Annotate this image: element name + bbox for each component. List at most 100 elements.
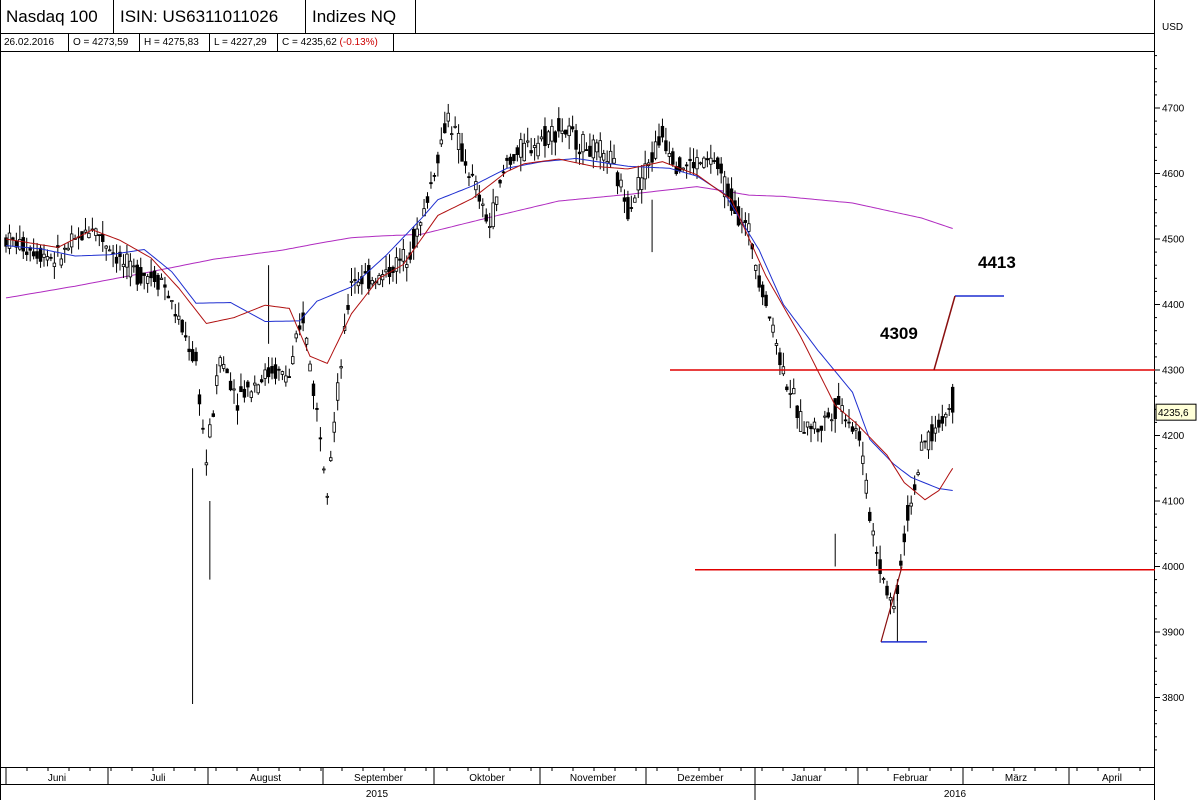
candle-body bbox=[892, 606, 896, 610]
candle-body bbox=[325, 495, 330, 498]
candle-body bbox=[484, 214, 488, 222]
candle-body bbox=[705, 158, 710, 161]
candle-body bbox=[87, 232, 91, 239]
candle-body bbox=[902, 533, 906, 543]
candle-body bbox=[487, 226, 492, 228]
candle-body bbox=[564, 129, 568, 135]
candle-body bbox=[491, 202, 495, 228]
candle-body bbox=[456, 132, 461, 150]
candle-body bbox=[944, 413, 948, 418]
month-label: Dezember bbox=[677, 773, 724, 784]
ma-mid-layer bbox=[5, 157, 953, 491]
candle-body bbox=[135, 264, 139, 285]
candle-body bbox=[519, 139, 523, 158]
candle-body bbox=[242, 388, 247, 398]
candle-body bbox=[522, 142, 526, 162]
year-label: 2015 bbox=[366, 789, 389, 800]
candle-body bbox=[906, 505, 910, 521]
candle-body bbox=[142, 272, 146, 276]
candle-body bbox=[411, 228, 416, 249]
candle-body bbox=[159, 277, 164, 280]
candle-body bbox=[21, 237, 25, 252]
candle-body bbox=[671, 151, 675, 165]
candle-body bbox=[529, 150, 533, 154]
candle-body bbox=[11, 237, 15, 240]
candle-body bbox=[118, 251, 122, 257]
candle-body bbox=[474, 181, 478, 191]
index-group-label: Indizes NQ bbox=[306, 0, 416, 33]
candle-body bbox=[726, 183, 730, 198]
candle-body bbox=[318, 437, 323, 440]
candle-body bbox=[667, 153, 672, 157]
candle-body bbox=[128, 260, 133, 278]
candle-body bbox=[163, 284, 167, 288]
candle-body bbox=[360, 276, 364, 285]
candle-body bbox=[919, 441, 924, 451]
candle-body bbox=[798, 411, 803, 432]
candle-body bbox=[950, 386, 955, 413]
candle-body bbox=[698, 162, 703, 165]
candle-body bbox=[640, 177, 644, 190]
candle-body bbox=[415, 228, 419, 237]
candle-body bbox=[52, 262, 57, 267]
candle-body bbox=[204, 462, 209, 466]
candle-body bbox=[716, 157, 720, 170]
candle-body bbox=[284, 375, 288, 383]
candle-body bbox=[854, 428, 858, 431]
candle-body bbox=[322, 468, 326, 471]
candle-body bbox=[581, 134, 585, 153]
y-tick-label: 3800 bbox=[1162, 693, 1185, 704]
ma-long-layer bbox=[5, 186, 953, 299]
candle-body bbox=[401, 249, 406, 262]
candle-body bbox=[885, 585, 889, 596]
month-label: Februar bbox=[893, 773, 929, 784]
close-label: C = 4235,62 bbox=[282, 37, 337, 48]
y-tick-label: 4100 bbox=[1162, 497, 1185, 508]
candle-body bbox=[256, 384, 260, 394]
candle-body bbox=[94, 228, 98, 236]
month-label: Januar bbox=[791, 773, 822, 784]
candle-body bbox=[512, 154, 516, 162]
candle-body bbox=[660, 125, 665, 138]
candle-body bbox=[757, 275, 761, 288]
candle-body bbox=[515, 147, 520, 156]
target-projection-line bbox=[933, 295, 956, 371]
current-price-label: 4235,6 bbox=[1158, 408, 1189, 419]
y-tick-label: 4300 bbox=[1162, 366, 1185, 377]
candle-body bbox=[253, 382, 257, 386]
candle-body bbox=[384, 269, 388, 273]
candle-body bbox=[311, 383, 316, 396]
candle-body bbox=[847, 421, 851, 424]
candle-body bbox=[560, 130, 564, 134]
candle-body bbox=[543, 126, 547, 147]
candle-body bbox=[273, 364, 278, 379]
candle-body bbox=[232, 388, 236, 391]
candle-body bbox=[297, 325, 302, 330]
candle-body bbox=[508, 156, 513, 165]
candle-body bbox=[874, 552, 879, 554]
candle-body bbox=[4, 237, 8, 247]
candle-body bbox=[460, 143, 464, 162]
candle-body bbox=[42, 253, 46, 258]
candle-body bbox=[349, 280, 354, 283]
candle-body bbox=[35, 251, 39, 259]
bar-date: 26.02.2016 bbox=[0, 34, 69, 51]
high-value: H = 4275,83 bbox=[140, 34, 210, 51]
candle-body bbox=[567, 125, 571, 137]
low-projection-line bbox=[880, 566, 903, 642]
candle-body bbox=[7, 232, 12, 249]
candle-body bbox=[353, 279, 357, 281]
candle-body bbox=[104, 245, 108, 249]
candle-body bbox=[608, 150, 613, 165]
candle-body bbox=[329, 457, 333, 462]
candle-body bbox=[805, 421, 810, 428]
candle-body bbox=[823, 415, 827, 418]
candle-body bbox=[792, 388, 796, 395]
candle-body bbox=[277, 368, 281, 371]
candle-body bbox=[774, 343, 779, 346]
candle-body bbox=[916, 472, 920, 475]
candle-body bbox=[315, 407, 319, 410]
candle-body bbox=[536, 142, 540, 157]
candle-body bbox=[177, 315, 181, 320]
candle-body bbox=[947, 408, 951, 410]
